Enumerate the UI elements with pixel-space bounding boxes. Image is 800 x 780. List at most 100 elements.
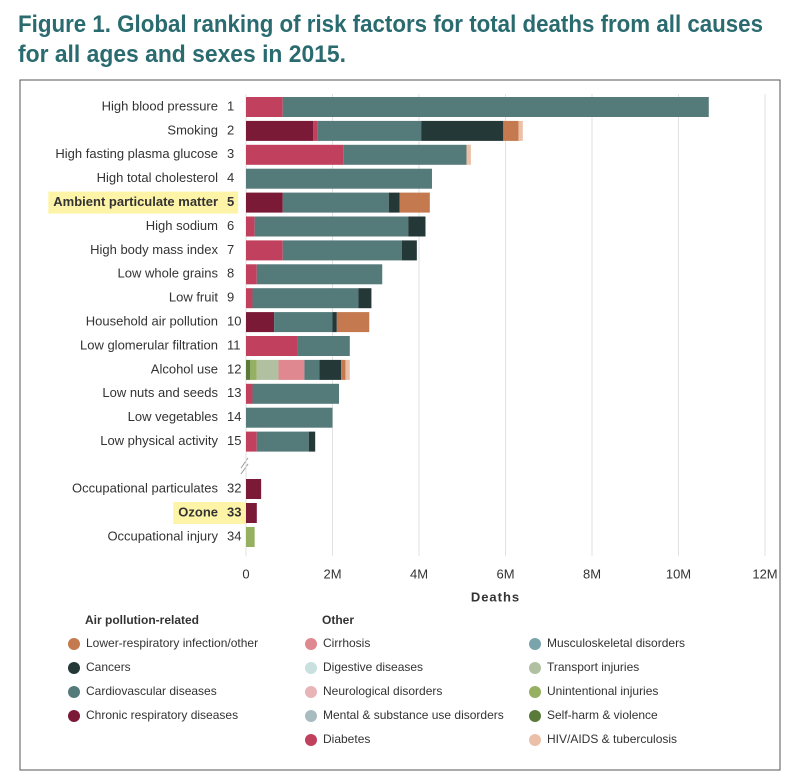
bar-segment: [246, 168, 432, 189]
rank-label: 2: [227, 122, 234, 137]
bar-segment: [282, 240, 402, 261]
bar-segment: [401, 240, 417, 261]
legend-group-title: Other: [322, 613, 354, 627]
highlight: [48, 191, 239, 214]
bar-segment: [282, 97, 709, 117]
legend-swatch: [529, 662, 541, 674]
x-tick-label: 6M: [496, 566, 514, 581]
bar-segment: [250, 359, 257, 380]
bar-segment: [246, 144, 344, 165]
rank-label: 8: [227, 266, 234, 281]
category-label: Low fruit: [169, 290, 219, 305]
rank-label: 12: [227, 361, 241, 376]
chart-title: for all ages and sexes in 2015.: [18, 41, 346, 68]
x-tick-label: 0: [242, 566, 249, 581]
bar-segment: [252, 383, 339, 404]
highlight: [173, 502, 246, 524]
legend-swatch: [305, 710, 317, 722]
bar-segment: [408, 216, 426, 237]
category-label: High total cholesterol: [97, 170, 219, 185]
bar-segment: [308, 431, 316, 452]
category-label: Ambient particulate matter: [53, 194, 218, 209]
category-label: Alcohol use: [151, 361, 218, 376]
bar-segment: [246, 97, 283, 117]
category-label: High body mass index: [90, 242, 218, 257]
rank-label: 34: [227, 528, 241, 543]
rank-label: 10: [227, 314, 241, 329]
category-label: High fasting plasma glucose: [55, 146, 218, 161]
rank-label: 32: [227, 480, 241, 495]
rank-label: 3: [227, 146, 234, 161]
bar-segment: [421, 120, 504, 141]
legend-label: Self-harm & violence: [547, 708, 658, 722]
x-tick-label: 8M: [583, 566, 601, 581]
bar-segment: [246, 216, 255, 237]
legend-label: Unintentional injuries: [547, 684, 658, 698]
bar-segment: [282, 192, 389, 213]
category-label: High blood pressure: [102, 98, 218, 113]
bar-segment: [343, 144, 467, 165]
legend-label: Musculoskeletal disorders: [547, 636, 685, 650]
legend-label: Mental & substance use disorders: [323, 708, 504, 722]
rank-label: 9: [227, 290, 234, 305]
bar-segment: [256, 359, 279, 380]
bar-segment: [246, 264, 257, 285]
rank-label: 6: [227, 218, 234, 233]
x-tick-label: 12M: [752, 566, 777, 581]
x-axis-label: Deaths: [471, 589, 520, 604]
bar-segment: [246, 336, 298, 356]
bar-segment: [358, 288, 372, 309]
category-label: High sodium: [146, 218, 218, 233]
rank-label: 4: [227, 170, 234, 185]
bar-segment: [278, 359, 305, 380]
legend-swatch: [529, 710, 541, 722]
bar-segment: [518, 120, 523, 141]
category-label: Low vegetables: [128, 409, 219, 424]
legend-swatch: [529, 638, 541, 650]
bar-segment: [246, 407, 333, 428]
legend-swatch: [68, 686, 80, 698]
category-label: Smoking: [167, 122, 218, 137]
legend-swatch: [305, 734, 317, 746]
bar-segment: [252, 288, 359, 309]
legend-swatch: [529, 734, 541, 746]
legend-swatch: [68, 662, 80, 674]
bar-segment: [246, 120, 314, 141]
category-label: Ozone: [178, 504, 218, 519]
bar-segment: [336, 312, 370, 333]
legend-label: HIV/AIDS & tuberculosis: [547, 732, 677, 746]
category-label: Low physical activity: [100, 433, 218, 448]
legend-label: Digestive diseases: [323, 660, 423, 674]
category-label: Occupational injury: [107, 528, 218, 543]
legend-label: Neurological disorders: [323, 684, 442, 698]
bar-segment: [274, 312, 333, 333]
bar-segment: [246, 527, 255, 547]
x-tick-label: 2M: [323, 566, 341, 581]
bar-segment: [246, 503, 257, 523]
category-label: Low nuts and seeds: [102, 385, 218, 400]
rank-label: 7: [227, 242, 234, 257]
bar-segment: [345, 359, 350, 380]
legend-swatch: [305, 638, 317, 650]
rank-label: 1: [227, 98, 234, 113]
legend-label: Cardiovascular diseases: [86, 684, 217, 698]
bar-segment: [319, 359, 342, 380]
legend-label: Cancers: [86, 660, 131, 674]
legend-swatch: [529, 686, 541, 698]
bar-segment: [313, 120, 318, 141]
bar-segment: [399, 192, 430, 213]
legend-label: Transport injuries: [547, 660, 639, 674]
bar-segment: [256, 431, 309, 452]
bar-segment: [246, 240, 283, 261]
legend-label: Diabetes: [323, 732, 370, 746]
category-label: Low glomerular filtration: [80, 337, 218, 352]
bar-segment: [317, 120, 422, 141]
bar-segment: [254, 216, 409, 237]
legend-swatch: [68, 638, 80, 650]
bar-segment: [246, 288, 253, 309]
category-label: Low whole grains: [118, 266, 219, 281]
rank-label: 5: [227, 194, 234, 209]
legend-label: Lower-respiratory infection/other: [86, 636, 258, 650]
bar-segment: [503, 120, 519, 141]
